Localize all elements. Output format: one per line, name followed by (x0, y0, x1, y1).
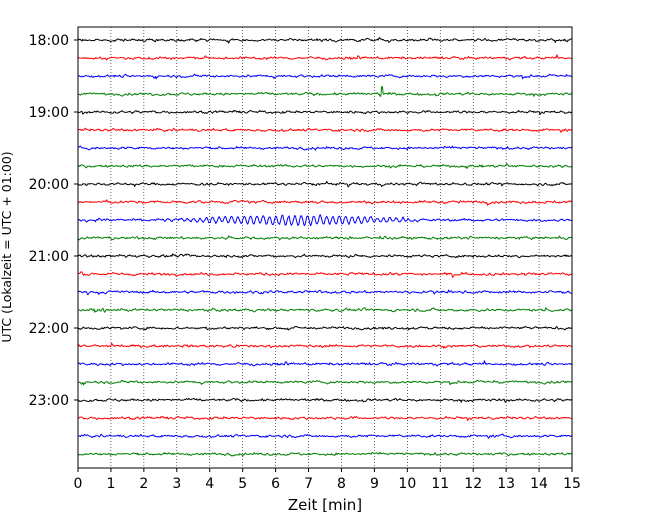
y-tick-label: 20:00 (29, 177, 69, 193)
trace-1830 (77, 73, 573, 80)
trace-2300 (77, 397, 573, 403)
x-tick-label: 11 (431, 476, 449, 492)
y-tick-label: 18:00 (29, 33, 69, 49)
x-tick-label: 3 (172, 476, 181, 492)
y-axis-label: UTC (Lokalzeit = UTC + 01:00) (0, 151, 14, 342)
trace-2115 (77, 271, 573, 278)
x-tick-label: 2 (139, 476, 148, 492)
trace-2015 (77, 199, 573, 206)
trace-2215 (77, 342, 573, 349)
trace-2315 (77, 415, 573, 421)
y-tick-label: 19:00 (29, 105, 69, 121)
trace-2145 (78, 307, 573, 313)
trace-2130 (77, 289, 573, 296)
trace-1845 (77, 86, 573, 97)
trace-1800 (77, 37, 573, 44)
x-tick-label: 0 (74, 476, 83, 492)
x-tick-label: 5 (238, 476, 247, 492)
x-axis-ticks: 0 1 2 3 4 5 6 7 8 9 10 11 12 13 14 15 (74, 468, 581, 492)
x-axis-label: Zeit [min] (288, 496, 362, 514)
trace-2100 (77, 253, 573, 259)
trace-2330 (77, 433, 573, 439)
trace-2200 (77, 326, 573, 331)
trace-2000 (77, 181, 573, 188)
x-tick-label: 13 (497, 476, 515, 492)
x-tick-label: 1 (106, 476, 115, 492)
seismic-traces (77, 37, 573, 457)
x-tick-label: 14 (530, 476, 548, 492)
trace-1900 (77, 109, 573, 115)
y-tick-label: 21:00 (29, 249, 69, 265)
x-tick-label: 12 (464, 476, 482, 492)
trace-2230 (77, 360, 573, 367)
trace-1915 (77, 127, 573, 133)
trace-2030 (77, 214, 573, 227)
y-tick-label: 23:00 (29, 393, 69, 409)
y-axis-ticks: 18:00 19:00 20:00 21:00 22:00 23:00 (29, 33, 78, 409)
grid-lines (110, 27, 540, 468)
x-tick-label: 6 (271, 476, 280, 492)
trace-1815 (77, 54, 573, 61)
plot-frame (77, 26, 573, 469)
trace-1945 (77, 163, 573, 169)
trace-2345 (77, 451, 573, 457)
x-tick-label: 4 (205, 476, 214, 492)
x-tick-label: 9 (370, 476, 379, 492)
x-tick-label: 15 (563, 476, 581, 492)
x-tick-label: 7 (304, 476, 313, 492)
trace-2245 (77, 379, 573, 386)
trace-1930 (77, 145, 573, 151)
x-tick-label: 10 (398, 476, 416, 492)
trace-2045 (77, 235, 573, 241)
y-tick-label: 22:00 (29, 321, 69, 337)
x-tick-label: 8 (337, 476, 346, 492)
